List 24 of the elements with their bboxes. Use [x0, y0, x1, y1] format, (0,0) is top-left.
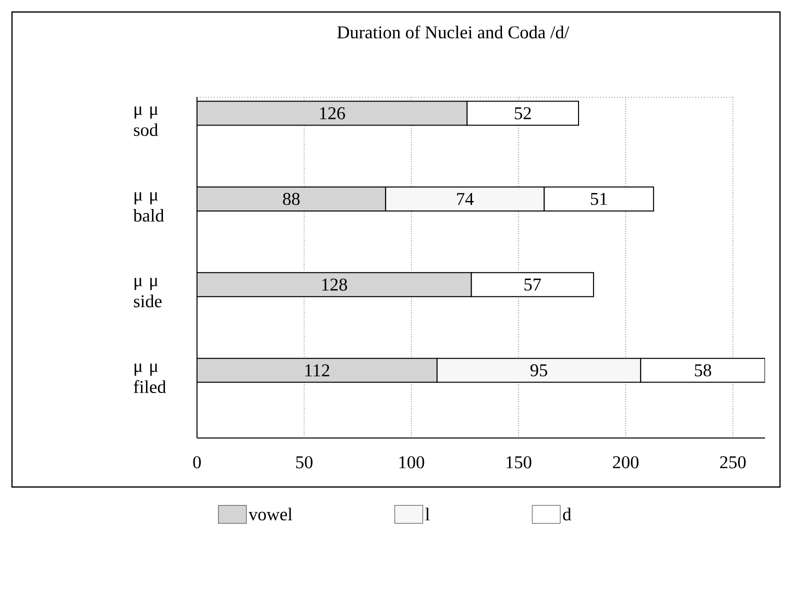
x-tick-label: 200 [612, 456, 638, 468]
y-tick-label: μ μ filed [134, 364, 166, 394]
data-label: 112 [305, 364, 330, 376]
chart-title: Duration of Nuclei and Coda /d/ [337, 26, 570, 38]
data-label: 126 [320, 107, 346, 120]
data-label: 51 [590, 192, 607, 205]
data-label: 88 [283, 192, 300, 206]
legend-label: vowel [248, 508, 292, 520]
data-label: 57 [524, 278, 541, 291]
y-tick-label: μ μ sod [134, 106, 158, 136]
data-label: 74 [457, 193, 474, 205]
x-tick-label: 100 [399, 456, 424, 468]
legend-label: d [563, 508, 572, 520]
x-tick-label: 250 [720, 456, 746, 468]
data-label: 95 [530, 364, 548, 376]
data-label: 58 [694, 364, 712, 376]
data-label: 52 [514, 107, 531, 120]
x-tick-label: 0 [193, 456, 201, 468]
x-tick-label: 150 [506, 456, 532, 468]
data-label: 128 [322, 278, 347, 291]
y-tick-label: μ μ side [134, 278, 162, 308]
y-tick-label: μ μ bald [133, 192, 164, 222]
x-tick-label: 50 [296, 456, 312, 468]
legend-label: l [425, 508, 430, 520]
